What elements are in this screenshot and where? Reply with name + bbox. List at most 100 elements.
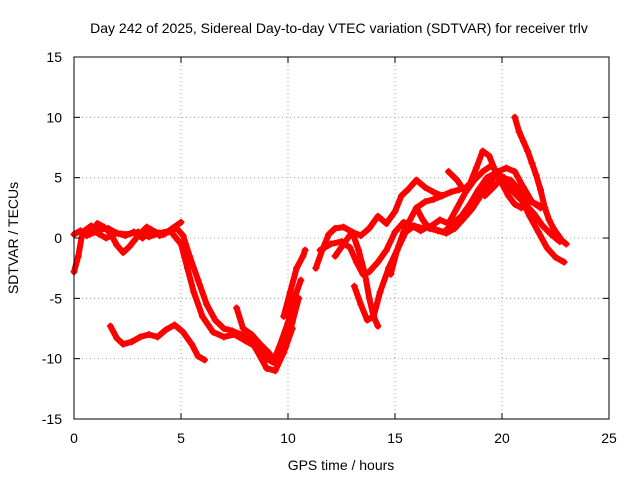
data-point [453, 176, 461, 184]
data-point [331, 252, 339, 260]
data-point [106, 322, 114, 330]
data-point [100, 223, 108, 231]
y-tick-label: -10 [42, 351, 62, 367]
x-tick-label: 20 [494, 430, 510, 446]
data-point [393, 246, 401, 254]
data-point [363, 316, 371, 324]
data-point [530, 210, 538, 218]
data-point [459, 186, 467, 194]
data-point [410, 222, 418, 230]
data-point [79, 228, 87, 236]
data-point [299, 252, 307, 260]
data-point [391, 228, 399, 236]
data-point [445, 220, 452, 228]
data-point [479, 168, 487, 176]
data-point [459, 215, 467, 223]
data-point [350, 282, 358, 290]
data-point [387, 270, 395, 278]
data-point [286, 288, 294, 296]
data-point [511, 113, 519, 121]
data-point [438, 192, 446, 200]
data-point [138, 234, 146, 242]
data-point [331, 224, 339, 232]
data-point [357, 300, 365, 308]
data-point [483, 174, 491, 182]
data-point [504, 192, 512, 200]
data-point [374, 322, 382, 330]
data-point [282, 343, 290, 351]
data-point [128, 338, 136, 346]
data-point [179, 232, 187, 240]
data-point [391, 207, 399, 215]
data-point [558, 236, 566, 244]
data-point [273, 361, 281, 369]
data-point [374, 212, 382, 220]
data-point [183, 264, 191, 272]
data-point [340, 240, 348, 248]
data-point [511, 168, 519, 176]
data-point [119, 248, 127, 256]
y-tick-label: -5 [50, 290, 63, 306]
data-point [539, 222, 547, 230]
series-sat-5 [233, 294, 303, 369]
data-point [352, 258, 360, 266]
data-point [479, 147, 487, 155]
data-point [365, 224, 373, 232]
data-point [472, 164, 480, 172]
data-point [511, 200, 519, 208]
data-point [412, 204, 420, 212]
data-point [357, 232, 365, 240]
data-point [421, 198, 429, 206]
data-point [552, 253, 559, 261]
data-point [436, 216, 444, 224]
data-point [256, 340, 264, 348]
data-point [419, 224, 427, 232]
data-point [425, 224, 433, 232]
data-point [177, 218, 185, 226]
y-tick-label: 0 [54, 230, 62, 246]
data-point [168, 224, 176, 232]
data-point [153, 333, 161, 341]
data-point [325, 230, 333, 238]
data-point [151, 228, 159, 236]
data-point [355, 246, 363, 254]
data-point [419, 216, 427, 224]
data-point [121, 232, 129, 240]
data-point [374, 258, 382, 266]
data-point [400, 228, 408, 236]
x-tick-label: 10 [280, 430, 296, 446]
data-point [237, 331, 245, 339]
data-point [532, 171, 540, 179]
data-point [160, 230, 168, 238]
data-point [220, 333, 228, 341]
data-point [421, 183, 429, 191]
data-point [119, 340, 127, 348]
data-point [188, 340, 196, 348]
data-point [453, 204, 461, 212]
data-point [489, 183, 497, 191]
data-point [474, 186, 482, 194]
data-point [519, 183, 527, 191]
data-point [248, 331, 256, 339]
data-point [113, 334, 121, 342]
x-axis-label: GPS time / hours [288, 457, 395, 473]
data-point [517, 204, 525, 212]
data-point [74, 252, 82, 260]
data-point [502, 164, 510, 172]
data-point [430, 195, 438, 203]
data-point [348, 228, 356, 236]
data-point [532, 200, 540, 208]
data-point [528, 159, 536, 167]
x-tick-label: 15 [387, 430, 403, 446]
data-point [327, 240, 335, 248]
data-point [265, 349, 273, 357]
data-point [134, 232, 142, 240]
y-tick-label: 10 [46, 109, 62, 125]
data-point [143, 223, 151, 231]
data-point [560, 258, 568, 266]
data-point [376, 288, 384, 296]
x-tick-label: 5 [177, 430, 185, 446]
data-point [406, 216, 414, 224]
data-point [162, 326, 170, 334]
